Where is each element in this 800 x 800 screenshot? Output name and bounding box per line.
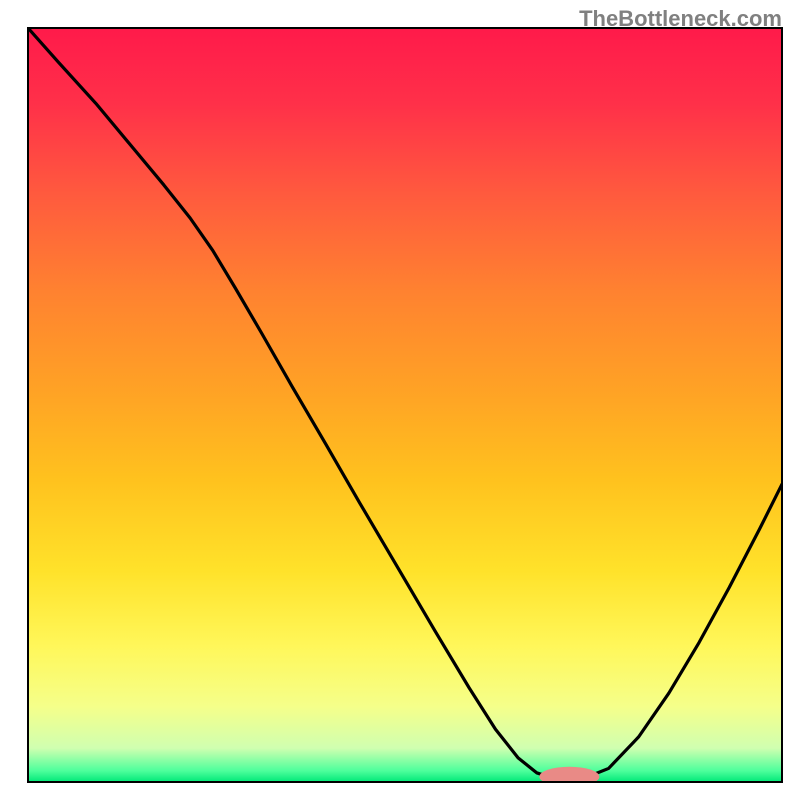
watermark-text: TheBottleneck.com <box>579 6 782 32</box>
optimal-marker <box>539 767 599 787</box>
bottleneck-chart: TheBottleneck.com <box>0 0 800 800</box>
chart-svg <box>0 0 800 800</box>
gradient-background <box>28 28 782 782</box>
